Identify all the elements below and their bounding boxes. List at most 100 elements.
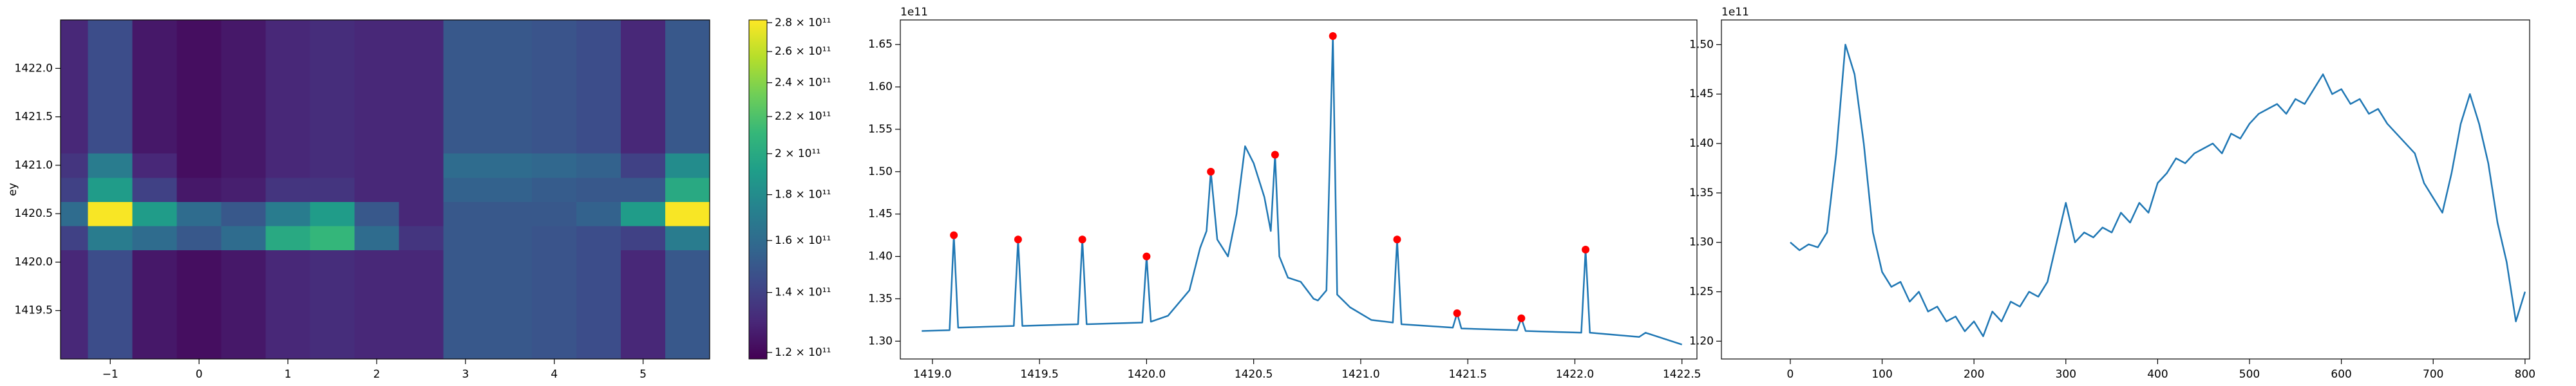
heatmap-cell (576, 20, 621, 33)
y-tick-label: 1.35 (1689, 187, 1714, 199)
heatmap-cell (665, 347, 710, 359)
heatmap-cell (88, 250, 133, 275)
plot-area (1790, 44, 2526, 337)
heatmap-cell (61, 129, 89, 154)
heatmap-cell (265, 56, 311, 81)
heatmap-cell (488, 20, 533, 33)
heatmap-cell (488, 322, 533, 347)
heatmap-cell (665, 20, 710, 33)
heatmap-cell (532, 225, 577, 251)
heatmap-cell (576, 129, 621, 154)
plot-area (922, 35, 1683, 345)
heatmap-cell (132, 20, 178, 33)
peak-marker (1014, 235, 1022, 244)
axes-frame (1721, 19, 2530, 360)
heatmap-cell (576, 153, 621, 178)
heatmap-cell (61, 201, 89, 226)
y-tick-label: 1.30 (868, 335, 893, 347)
heatmap-cell (310, 177, 355, 202)
y-tick-label: 1.45 (868, 208, 893, 221)
y-tick-label: 1421.0 (15, 159, 53, 172)
y-tick-label: 1.50 (868, 165, 893, 178)
y-tick-label: 1420.5 (15, 207, 53, 220)
heatmap-cell (488, 225, 533, 251)
heatmap-cell (132, 322, 178, 347)
heatmap-cell (443, 177, 488, 202)
heatmap-cell (532, 274, 577, 299)
heatmap-cell (443, 322, 488, 347)
x-tick-label: 4 (551, 368, 558, 381)
heatmap-cell (399, 201, 444, 226)
heatmap-cell (665, 298, 710, 324)
x-tick-label: 1422.5 (1663, 368, 1701, 381)
heatmap-cell (176, 153, 222, 178)
heatmap-cell (310, 274, 355, 299)
heatmap-cell (61, 274, 89, 299)
heatmap-cell (532, 177, 577, 202)
axes-frame (60, 19, 710, 360)
heatmap-cell (221, 104, 267, 129)
heatmap-cell (576, 80, 621, 106)
heatmap-cell (621, 250, 666, 275)
heatmap-cell (221, 322, 267, 347)
peak-marker (1271, 151, 1279, 159)
peak-marker (1078, 235, 1086, 244)
heatmap-cell (488, 177, 533, 202)
heatmap-cell (354, 347, 399, 359)
y-tick-label: 1.60 (868, 80, 893, 93)
heatmap-cell (132, 129, 178, 154)
heatmap-cell (443, 298, 488, 324)
heatmap-cell (488, 298, 533, 324)
heatmap-cell (532, 20, 577, 33)
heatmap-cell (443, 274, 488, 299)
heatmap-cell (61, 56, 89, 81)
heatmap-cell (221, 80, 267, 106)
heatmap-cell (399, 153, 444, 178)
heatmap-cell (221, 177, 267, 202)
heatmap-cell (621, 104, 666, 129)
y-tick-label: 1.45 (1689, 87, 1714, 100)
heatmap-cell (61, 225, 89, 251)
heatmap-cell (399, 56, 444, 81)
colorbar-tick-label: 2 × 10¹¹ (775, 147, 820, 160)
heatmap-cell (443, 225, 488, 251)
y-tick-label: 1.35 (868, 292, 893, 305)
y-tick-label: 1420.0 (15, 255, 53, 268)
heatmap-cell (532, 129, 577, 154)
heatmap-cell (88, 177, 133, 202)
heatmap-cell (61, 347, 89, 359)
heatmap-cell (532, 250, 577, 275)
heatmap-cell (443, 32, 488, 57)
heatmap-cell (176, 129, 222, 154)
heatmap-cell (532, 56, 577, 81)
heatmap-cell (176, 225, 222, 251)
heatmap-cell (61, 32, 89, 57)
heatmap-cell (354, 177, 399, 202)
y-tick-label: 1.25 (1689, 286, 1714, 299)
colorbar-tick-label: 1.2 × 10¹¹ (775, 346, 831, 359)
heatmap-cell (88, 56, 133, 81)
heatmap-cell (88, 32, 133, 57)
heatmap-cell (488, 104, 533, 129)
y-tick-label: 1.55 (868, 123, 893, 136)
heatmap-cell (621, 129, 666, 154)
peak-marker (1207, 167, 1215, 176)
y-tick-label: 1419.5 (15, 304, 53, 317)
peak-marker (1329, 32, 1337, 41)
heatmap-cell (399, 177, 444, 202)
x-tick-label: 1419.5 (1020, 368, 1058, 381)
heatmap-cell (399, 250, 444, 275)
heatmap-cell (310, 20, 355, 33)
heatmap-cell (176, 250, 222, 275)
heatmap-cell (176, 80, 222, 106)
heatmap-cell (665, 322, 710, 347)
y-axis-label: ey (6, 183, 19, 196)
heatmap-cell (221, 298, 267, 324)
heatmap-cell (354, 20, 399, 33)
heatmap-cell (132, 298, 178, 324)
colorbar-tick-label: 1.6 × 10¹¹ (775, 234, 831, 247)
heatmap-cell (61, 104, 89, 129)
heatmap-cell (88, 274, 133, 299)
y-tick-label: 1.50 (1689, 38, 1714, 51)
heatmap-cell (132, 250, 178, 275)
